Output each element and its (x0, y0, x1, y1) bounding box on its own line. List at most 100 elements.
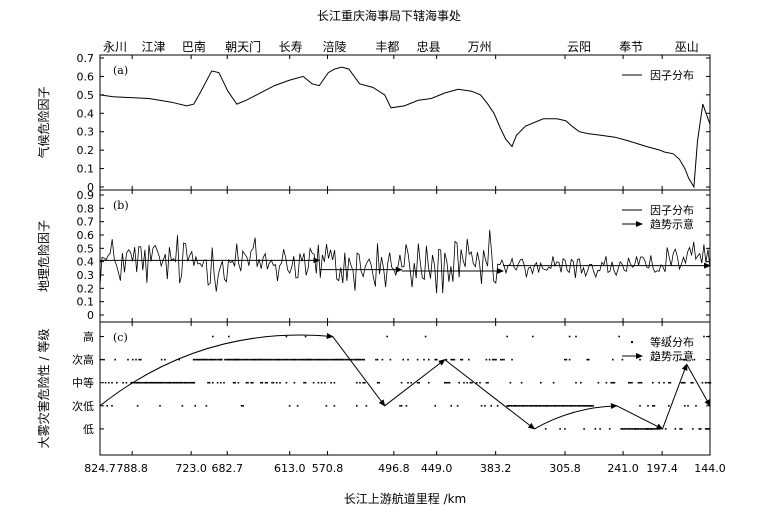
level-dot (682, 358, 684, 361)
level-dot (227, 358, 229, 361)
level-dot (360, 358, 362, 361)
level-dot (359, 381, 361, 384)
level-dot (402, 358, 404, 361)
level-dot (500, 358, 502, 361)
level-dot (460, 358, 462, 361)
level-dot (575, 335, 577, 338)
level-dot (625, 428, 627, 430)
y-axis-label-a: 气候危险因子 (36, 86, 51, 158)
level-dot (230, 358, 233, 361)
level-dot (272, 381, 275, 384)
level-dot (160, 358, 163, 361)
level-dot (458, 381, 460, 384)
level-dot (363, 358, 365, 361)
level-dot (399, 405, 401, 407)
level-dot (456, 405, 459, 407)
level-dot (228, 335, 230, 338)
level-dot (285, 358, 287, 361)
level-dot (245, 358, 247, 361)
level-dot (159, 381, 162, 384)
level-dot (238, 358, 241, 361)
level-dot (663, 381, 665, 384)
level-dot (279, 381, 281, 384)
level-dot (208, 381, 211, 384)
level-dot (320, 381, 323, 384)
level-dot (682, 381, 684, 384)
level-dot (183, 381, 186, 384)
level-dot (136, 405, 139, 407)
level-dot (181, 405, 184, 407)
level-dot (585, 405, 588, 407)
legend-label-c-1: 趋势示意 (650, 349, 694, 363)
level-dot (568, 405, 570, 407)
level-dot (179, 381, 181, 384)
level-dot (466, 381, 468, 384)
level-dot (266, 381, 268, 384)
level-dot (111, 381, 113, 384)
level-dot (288, 405, 291, 407)
level-dot (532, 335, 534, 338)
level-dot (657, 428, 659, 430)
level-dot (630, 428, 632, 430)
level-dot (647, 405, 649, 407)
level-dot (172, 381, 175, 384)
level-dot (568, 358, 571, 361)
level-dot (542, 405, 545, 407)
level-dot (658, 381, 660, 384)
dot-band-c-1 (100, 358, 696, 361)
level-dot (240, 358, 242, 361)
level-dot (307, 358, 309, 361)
level-dot (639, 358, 641, 361)
top-label-1: 江津 (141, 40, 165, 54)
x-tick-label-3: 682.7 (212, 462, 244, 475)
level-dot (628, 381, 630, 384)
level-dot (331, 358, 333, 361)
level-dot (321, 358, 324, 361)
level-dot (135, 358, 137, 361)
level-dot (679, 358, 681, 361)
series-c-0 (100, 335, 712, 430)
top-label-6: 丰都 (375, 40, 399, 54)
y-tick-label-b-5: 0.5 (77, 242, 95, 255)
level-dot (613, 381, 616, 384)
level-dot (493, 358, 496, 361)
level-dot (525, 405, 527, 407)
dot-band-c-4 (131, 381, 196, 384)
level-dot (386, 335, 388, 338)
level-dot (250, 381, 252, 384)
level-dot (317, 358, 319, 361)
level-dot (229, 358, 231, 361)
level-dot (280, 358, 282, 361)
level-dot (709, 381, 712, 384)
level-dot (296, 405, 299, 407)
level-dot (320, 358, 322, 361)
level-dot (563, 405, 566, 407)
level-dot (684, 358, 686, 361)
level-dot (618, 335, 620, 338)
level-dot (463, 381, 465, 384)
dot-band-c-7 (544, 428, 710, 430)
level-dot (342, 358, 345, 361)
level-dot (167, 381, 170, 384)
level-dot (679, 428, 681, 430)
level-dot (276, 381, 278, 384)
level-dot (450, 405, 452, 407)
x-tick-label-9: 305.8 (549, 462, 581, 475)
level-dot (212, 335, 214, 338)
level-dot (174, 381, 176, 384)
level-dot (171, 381, 173, 384)
level-dot (400, 405, 403, 407)
level-dot (485, 381, 488, 384)
level-dot (243, 358, 245, 361)
level-dot (564, 358, 566, 361)
y-tick-label-b-8: 0.8 (77, 202, 95, 215)
level-dot (305, 358, 308, 361)
level-dot (269, 358, 271, 361)
level-dot (452, 358, 454, 361)
level-dot (511, 358, 513, 361)
level-dot (190, 381, 192, 384)
level-dot (509, 381, 512, 384)
level-dot (137, 381, 140, 384)
level-dot (191, 381, 194, 384)
level-dot (608, 428, 611, 430)
